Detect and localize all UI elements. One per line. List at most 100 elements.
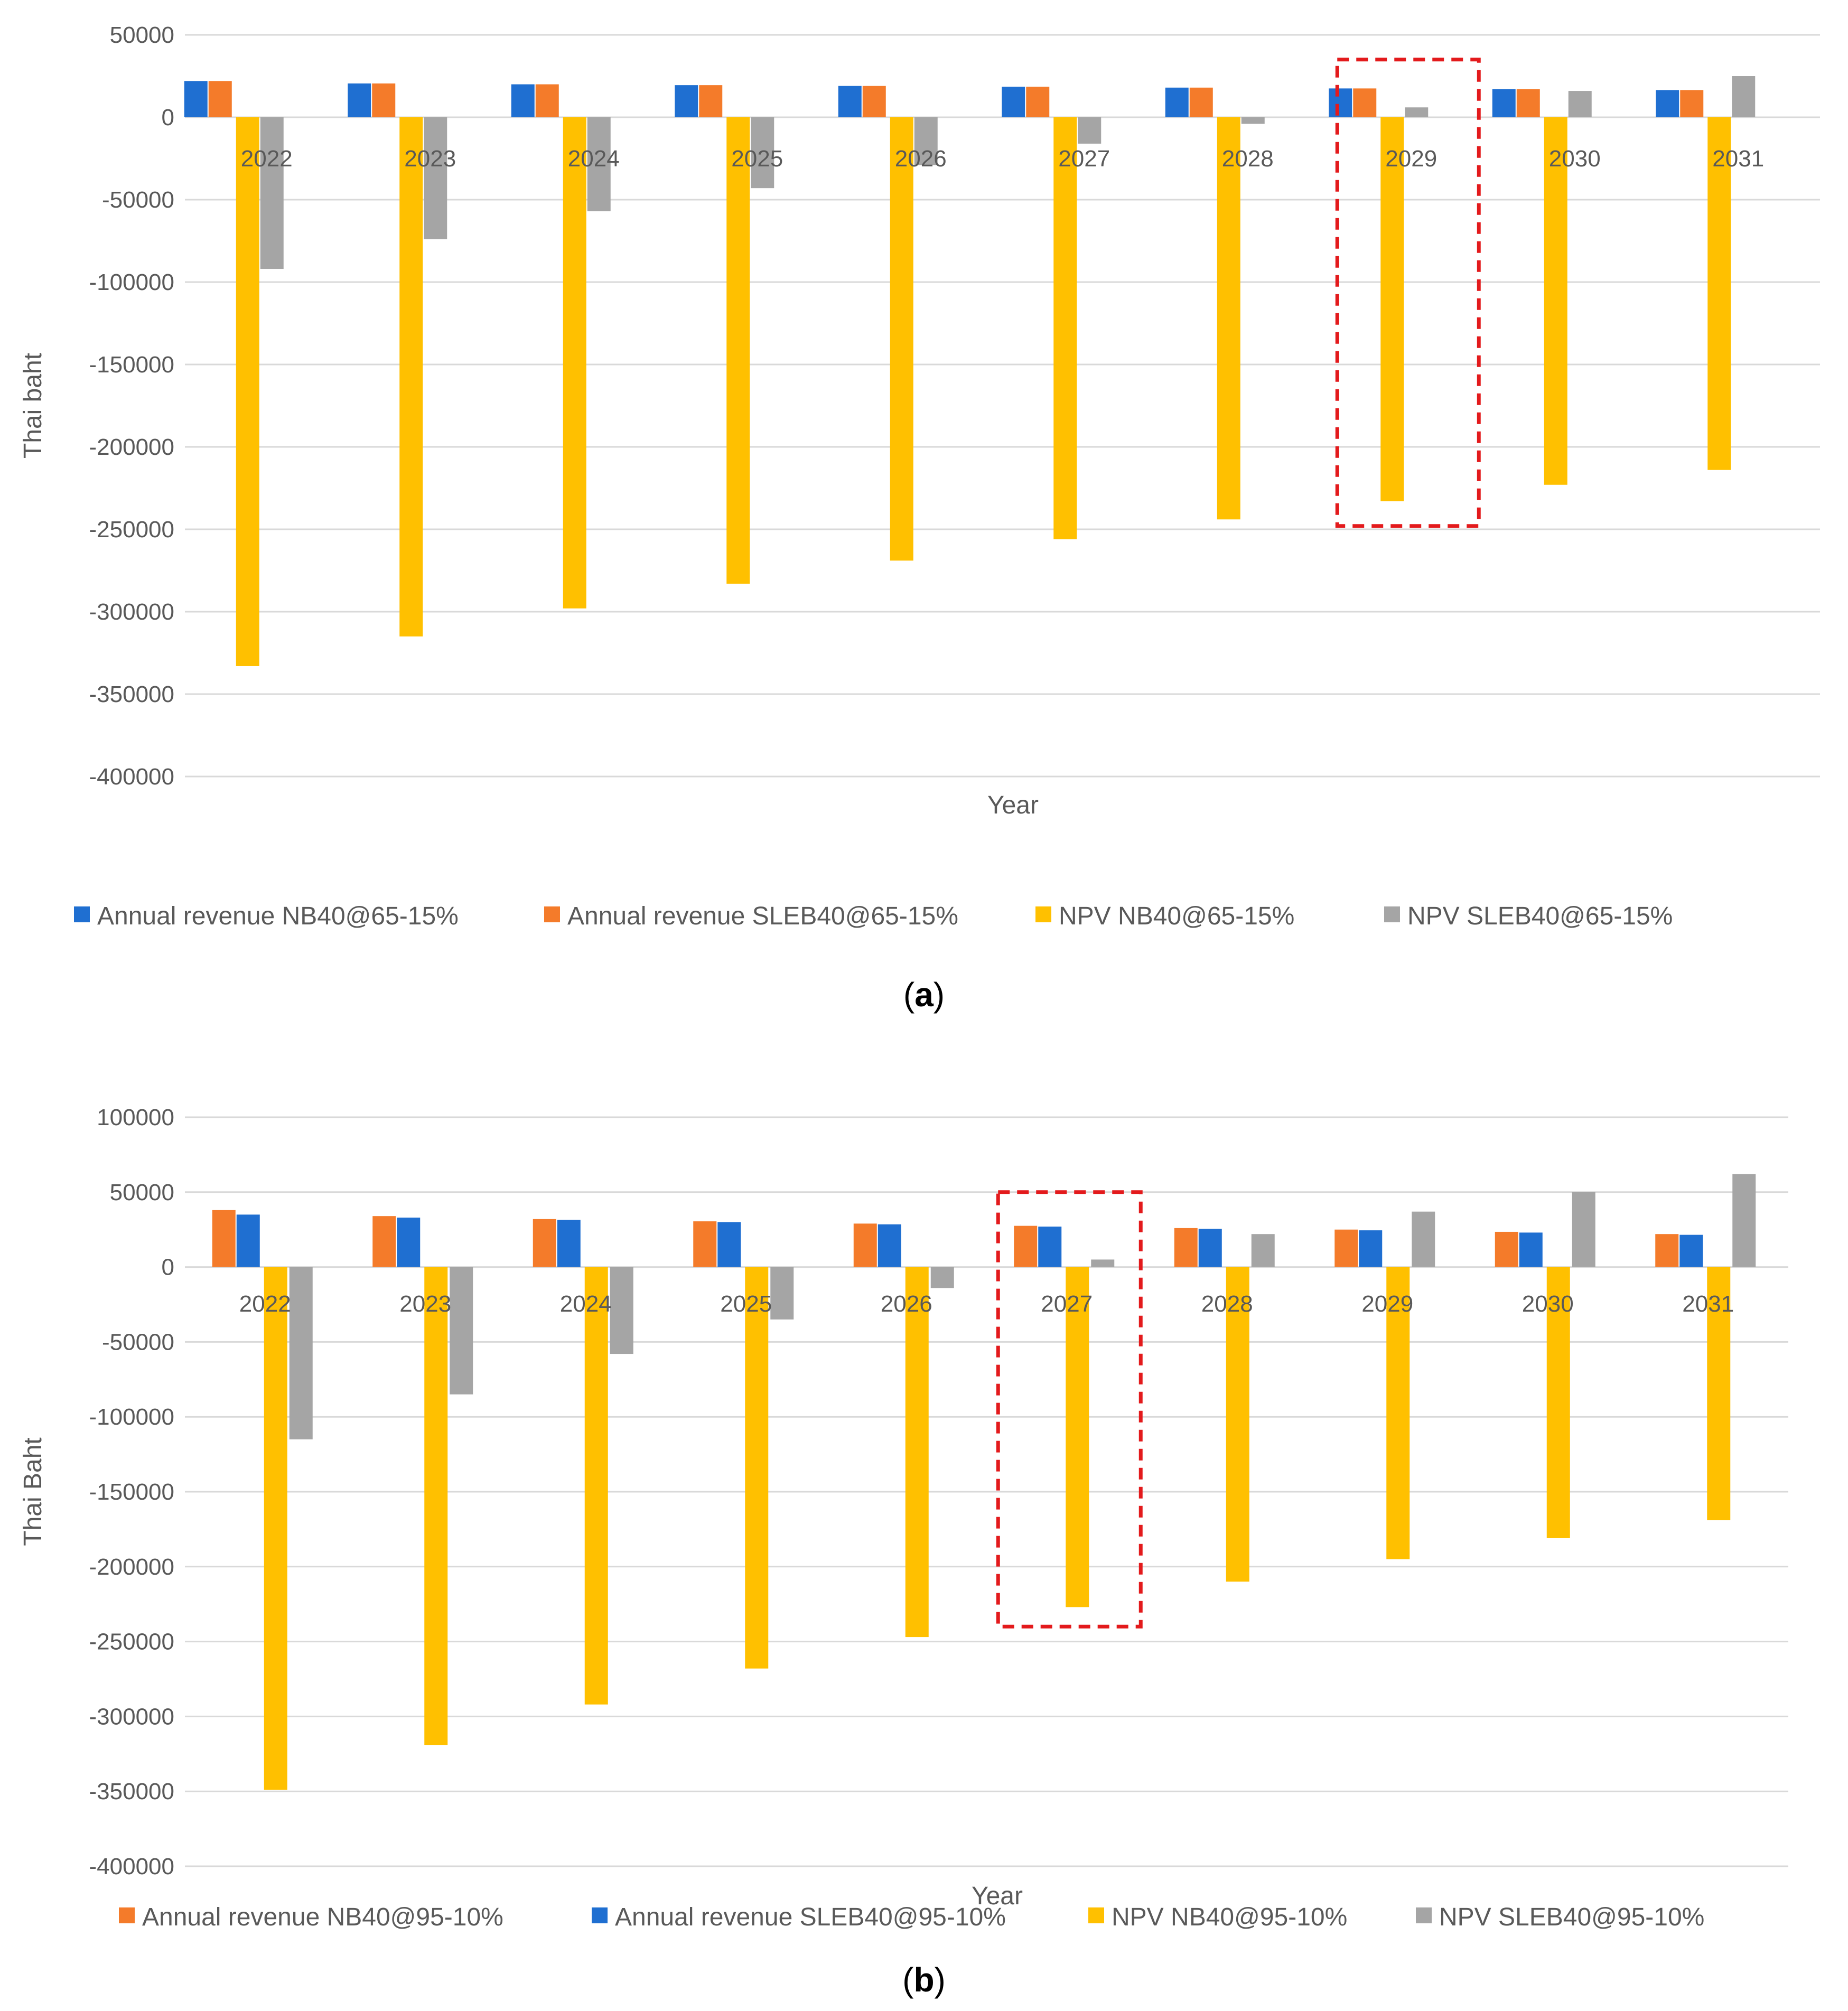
x-tick-label: 2023: [404, 146, 456, 172]
bar: [726, 117, 750, 584]
y-tick-label: -100000: [89, 269, 174, 295]
bar: [584, 1267, 608, 1705]
panel-caption: (a): [903, 976, 945, 1014]
legend-label: NPV SLEB40@65-15%: [1407, 902, 1673, 930]
bar: [1572, 1192, 1595, 1267]
x-tick-label: 2028: [1201, 1291, 1253, 1317]
bar: [184, 81, 208, 117]
bar: [770, 1267, 794, 1320]
y-tick-label: -200000: [89, 1554, 174, 1580]
bar: [1002, 87, 1025, 117]
bar: [1707, 117, 1731, 470]
y-tick-label: -50000: [102, 187, 174, 213]
bar: [1732, 1174, 1756, 1267]
x-tick-label: 2031: [1712, 146, 1764, 172]
bar: [1380, 117, 1404, 501]
bar: [511, 84, 535, 117]
legend-swatch: [1035, 906, 1051, 922]
y-tick-label: -300000: [89, 1704, 174, 1729]
y-tick-label: -150000: [89, 1479, 174, 1505]
chart-panel-b: 100000 50000 0 -50000 -100000 -150000 -200000 -…: [19, 1105, 1788, 1999]
legend-label: Annual revenue SLEB40@65-15%: [567, 902, 958, 930]
x-tick-label: 2022: [241, 146, 293, 172]
bar: [1516, 89, 1540, 117]
x-tick-label: 2029: [1385, 146, 1437, 172]
bar: [838, 86, 862, 117]
bar: [1492, 89, 1516, 117]
bar: [1546, 1267, 1570, 1538]
bar: [1091, 1259, 1115, 1267]
x-axis-title: Year: [987, 791, 1039, 819]
caption-close: ): [935, 1961, 946, 1999]
x-tick-label: 2026: [881, 1291, 932, 1317]
legend-label: NPV NB40@95-10%: [1112, 1903, 1347, 1931]
bar: [1544, 117, 1567, 485]
bar: [1189, 87, 1213, 117]
bar: [862, 86, 886, 117]
y-tick-label: -400000: [89, 1854, 174, 1879]
y-tick-label: -150000: [89, 352, 174, 378]
chart-panel-a: 50000 0 -50000 -100000 -150000 -200000 -250000…: [19, 22, 1820, 1014]
x-tick-label: 2030: [1522, 1291, 1574, 1317]
y-tick-label: -250000: [89, 517, 174, 542]
x-tick-label: 2023: [399, 1291, 451, 1317]
bar: [1217, 117, 1240, 520]
bar: [1655, 1234, 1679, 1267]
legend-swatch: [1088, 1907, 1104, 1923]
caption-close: ): [934, 976, 945, 1014]
bar: [878, 1224, 901, 1267]
x-tick-label: 2028: [1222, 146, 1274, 172]
y-tick-label: -400000: [89, 764, 174, 790]
bar: [853, 1223, 877, 1267]
bar: [1226, 1267, 1249, 1582]
bar: [535, 84, 559, 117]
x-axis-title: Year: [972, 1882, 1023, 1910]
bar: [1353, 88, 1377, 117]
bar: [557, 1220, 581, 1267]
bar: [212, 1210, 236, 1267]
x-tick-label: 2022: [239, 1291, 291, 1317]
x-tick-label: 2029: [1361, 1291, 1413, 1317]
y-tick-label: -250000: [89, 1629, 174, 1655]
bar: [1405, 107, 1429, 117]
x-tick-label: 2024: [568, 146, 620, 172]
y-tick-label: 0: [162, 105, 174, 130]
legend-swatch: [1384, 906, 1400, 922]
bar: [1198, 1229, 1222, 1267]
legend-swatch: [592, 1907, 608, 1923]
bar: [1026, 87, 1050, 117]
legend-swatch: [1416, 1907, 1432, 1923]
legend-label: Annual revenue SLEB40@95-10%: [615, 1903, 1006, 1931]
x-tick-label: 2025: [731, 146, 783, 172]
legend-label: NPV SLEB40@95-10%: [1439, 1903, 1704, 1931]
y-tick-label: -100000: [89, 1404, 174, 1430]
legend-label: NPV NB40@65-15%: [1059, 902, 1294, 930]
bar: [1014, 1226, 1038, 1267]
bar: [399, 117, 423, 637]
bar: [751, 117, 774, 189]
bar: [1519, 1232, 1543, 1267]
bar: [372, 83, 396, 117]
y-tick-label: -300000: [89, 599, 174, 625]
bar: [1329, 88, 1352, 117]
caption-letter: b: [913, 1961, 934, 1999]
bar: [424, 117, 447, 239]
bar: [1038, 1227, 1062, 1267]
bar: [1334, 1229, 1358, 1267]
bar: [397, 1218, 421, 1267]
bar: [1241, 117, 1265, 124]
highlight-box: [1335, 58, 1481, 528]
bar: [1251, 1234, 1275, 1267]
y-tick-label: -50000: [102, 1329, 174, 1355]
x-tick-label: 2027: [1041, 1291, 1093, 1317]
bar: [890, 117, 913, 561]
bar: [587, 117, 611, 211]
bar: [675, 85, 698, 117]
legend-swatch: [119, 1907, 135, 1923]
bar: [1386, 1267, 1410, 1559]
bar: [424, 1267, 448, 1745]
bar: [450, 1267, 473, 1395]
bar: [236, 117, 259, 666]
bar: [1495, 1231, 1518, 1267]
bar: [1066, 1267, 1089, 1607]
